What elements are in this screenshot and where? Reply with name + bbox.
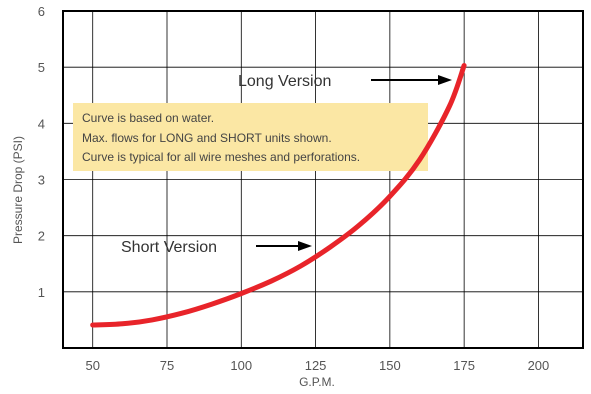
x-tick-label: 100 [230,358,252,373]
x-tick-label: 175 [453,358,475,373]
pressure-drop-curve [90,63,467,328]
long-version-arrow [371,75,452,85]
y-tick-label: 6 [38,4,45,19]
y-tick-label: 2 [38,229,45,244]
short-version-arrow [256,241,312,251]
y-tick-label: 1 [38,285,45,300]
x-tick-label: 125 [305,358,327,373]
y-tick-label: 4 [38,116,45,131]
x-tick-label: 75 [160,358,174,373]
y-tick-label: 3 [38,173,45,188]
x-tick-label: 50 [85,358,99,373]
tick-labels: 50 75 100 125 150 175 200 1 2 3 4 5 6 [38,4,550,373]
note-line-1: Curve is based on water. [82,111,214,125]
y-tick-label: 5 [38,60,45,75]
plot-frame [62,10,584,349]
note-box [73,103,428,171]
short-version-label: Short Version [121,239,217,256]
long-version-label: Long Version [238,73,331,90]
x-axis-label: G.P.M. [299,375,335,389]
x-tick-label: 200 [528,358,550,373]
note-line-2: Max. flows for LONG and SHORT units show… [82,131,332,145]
y-axis-label: Pressure Drop (PSI) [11,136,25,244]
note-line-3: Curve is typical for all wire meshes and… [82,150,360,164]
gridlines [63,10,583,348]
x-tick-label: 150 [379,358,401,373]
